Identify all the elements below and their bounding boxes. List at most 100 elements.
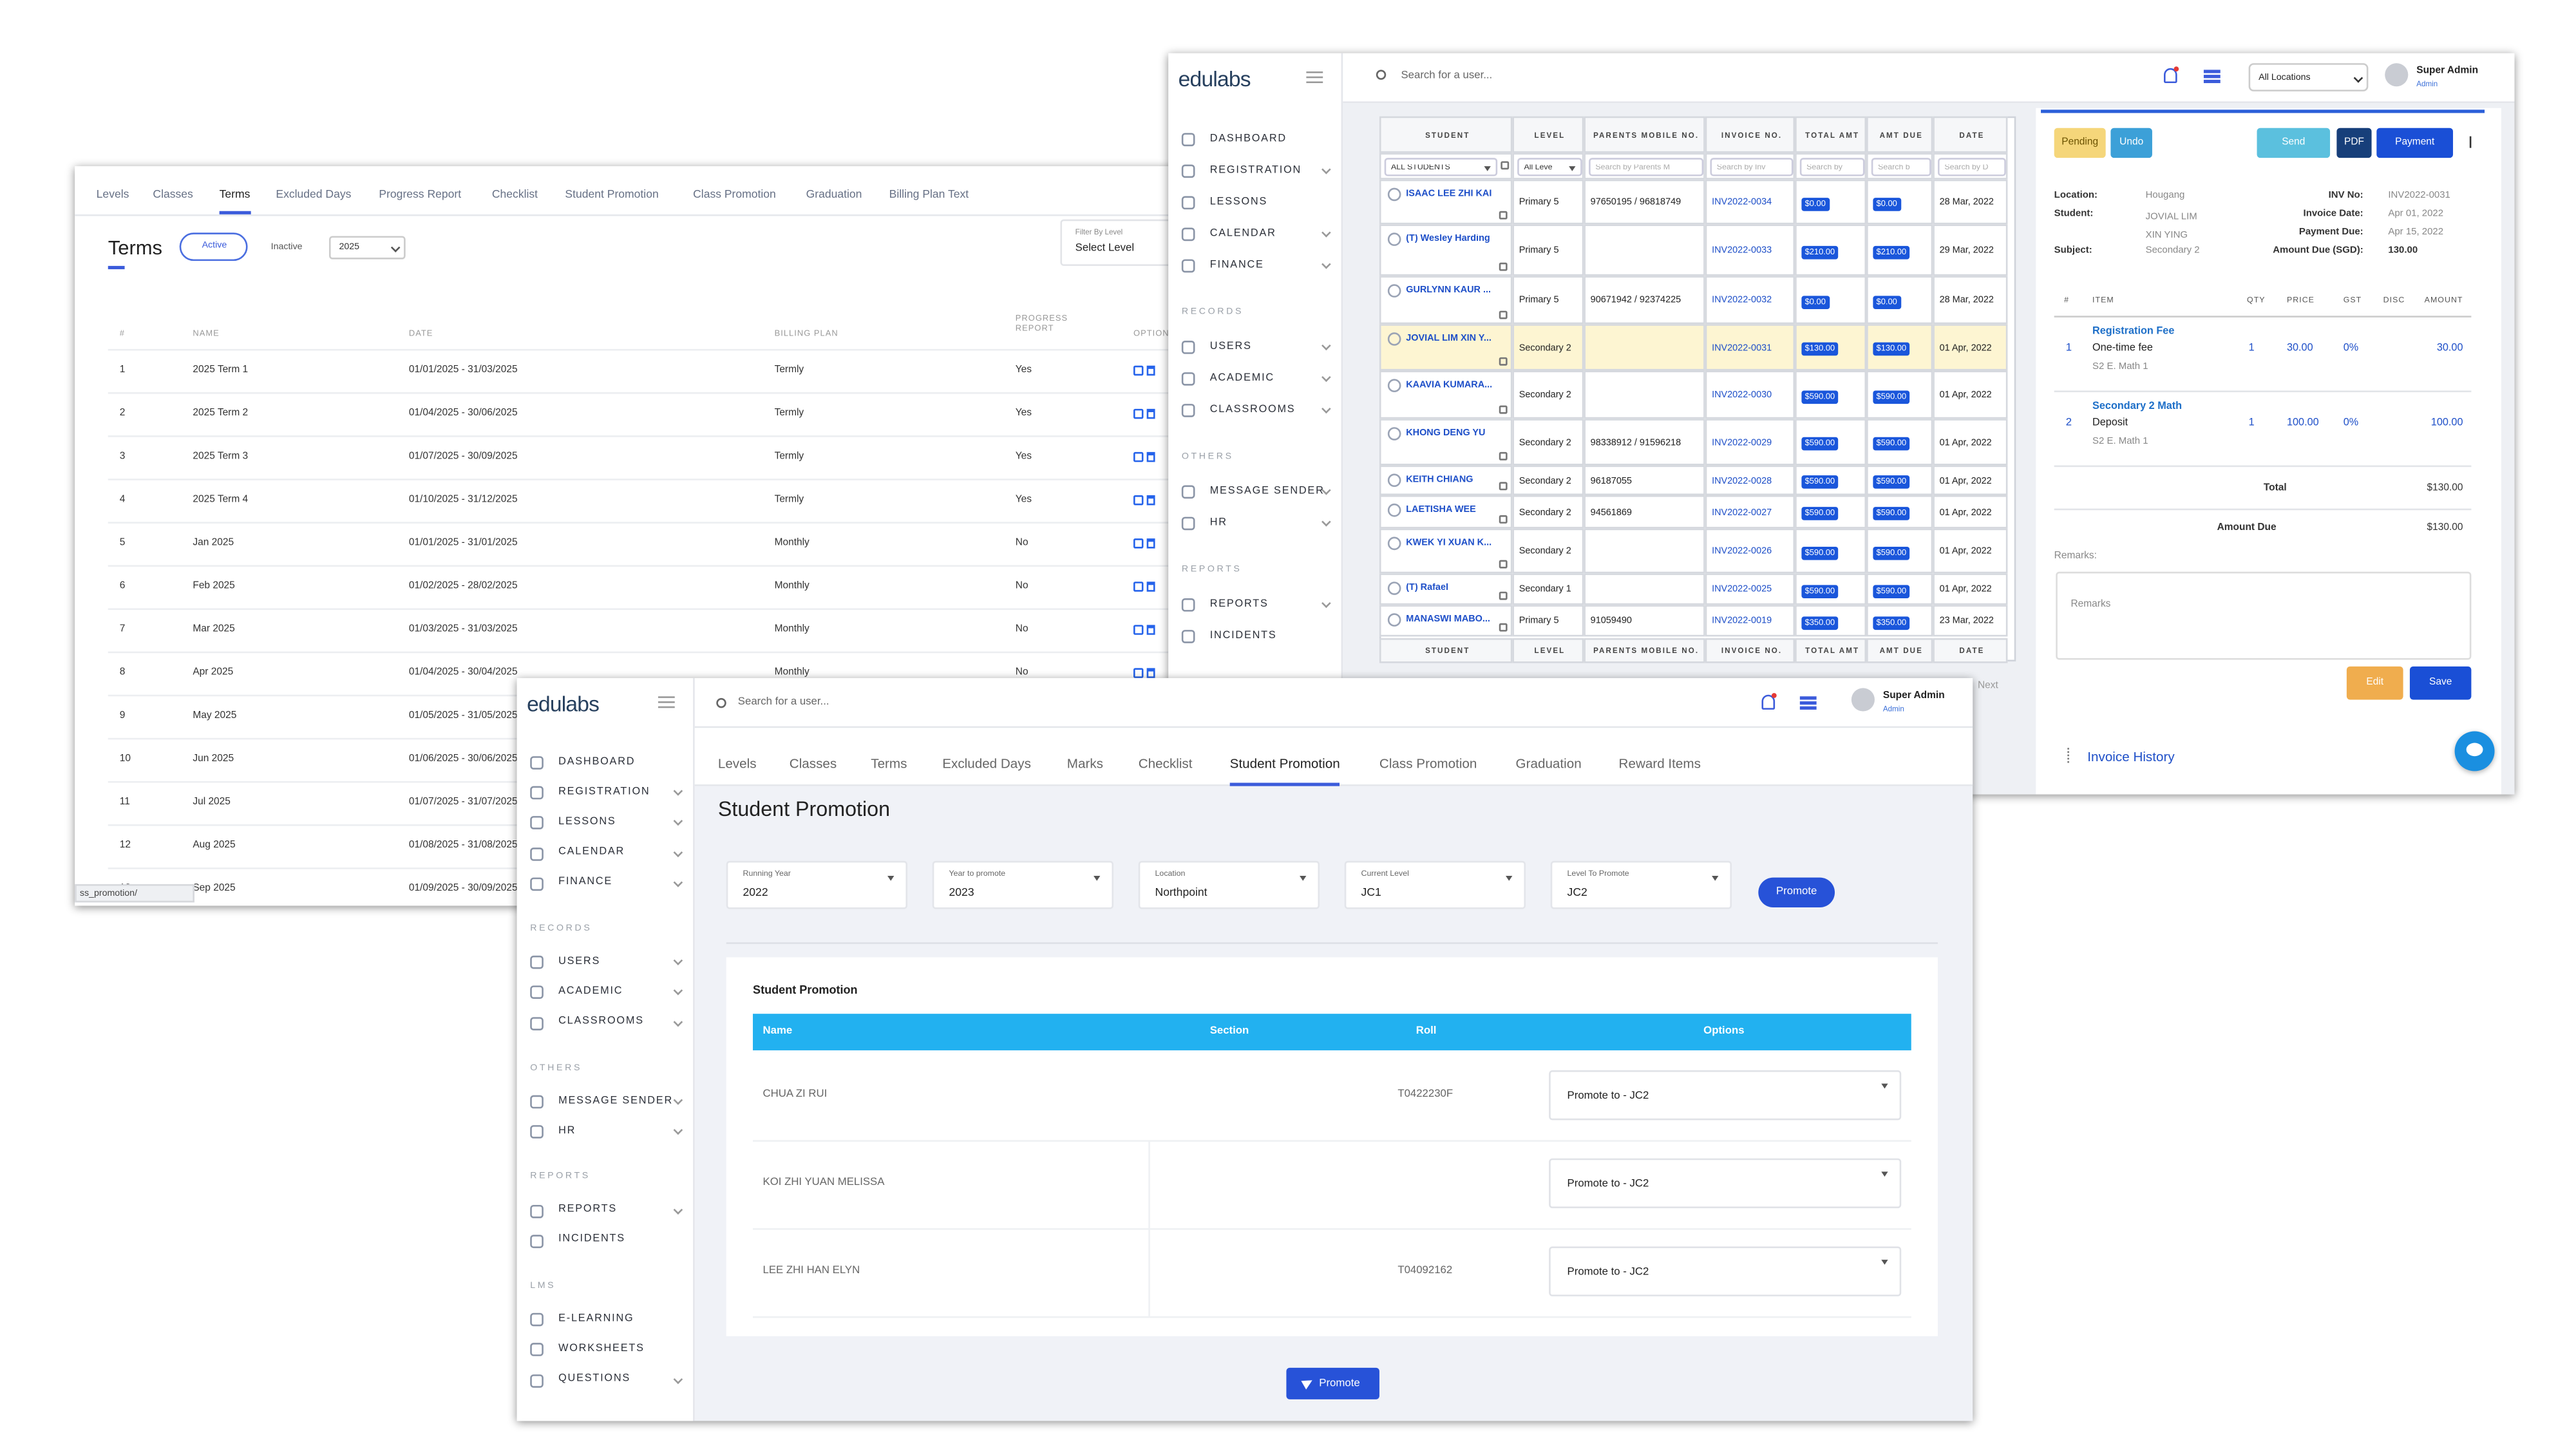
- student-name[interactable]: KHONG DENG YU: [1406, 428, 1486, 439]
- tab[interactable]: Terms: [871, 755, 907, 771]
- invoice-link[interactable]: INV2022-0027: [1712, 508, 1772, 518]
- status-button[interactable]: Active: [179, 232, 248, 261]
- tab[interactable]: Classes: [153, 189, 193, 202]
- student-name[interactable]: ISAAC LEE ZHI KAI: [1406, 189, 1492, 200]
- filter-input[interactable]: Search by: [1799, 158, 1865, 176]
- promote-select[interactable]: Promote to - JC2: [1549, 1070, 1902, 1121]
- tab[interactable]: Reward Items: [1618, 755, 1701, 771]
- student-name[interactable]: JOVIAL LIM XIN Y...: [1406, 334, 1492, 344]
- menu-item[interactable]: FINANCE: [558, 876, 613, 888]
- tab[interactable]: Student Promotion: [565, 189, 659, 202]
- edit-icon[interactable]: [1133, 408, 1144, 419]
- tab[interactable]: Class Promotion: [693, 189, 776, 202]
- delete-icon[interactable]: [1146, 451, 1155, 462]
- promote-select[interactable]: Promote to - JC2: [1549, 1158, 1902, 1209]
- menu-item[interactable]: CALENDAR: [1209, 227, 1276, 239]
- tab[interactable]: Terms: [219, 189, 251, 202]
- checkbox[interactable]: [1499, 560, 1508, 569]
- checkbox[interactable]: [1499, 591, 1508, 600]
- checkbox[interactable]: [1499, 515, 1508, 524]
- tab[interactable]: Excluded Days: [942, 755, 1031, 771]
- filter-select[interactable]: Current Level JC1: [1344, 860, 1526, 909]
- edit-icon[interactable]: [1133, 625, 1144, 635]
- filter-select[interactable]: Running Year 2022: [726, 860, 908, 909]
- filter-input[interactable]: Search by Parents M: [1589, 158, 1704, 176]
- level-filter[interactable]: Filter By Level Select Level: [1060, 219, 1205, 266]
- checkbox[interactable]: [1499, 405, 1508, 414]
- tab[interactable]: Student Promotion: [1229, 755, 1340, 771]
- promote-select[interactable]: Promote to - JC2: [1549, 1246, 1902, 1296]
- menu-item[interactable]: MESSAGE SENDER: [558, 1094, 673, 1106]
- checkbox[interactable]: [1499, 482, 1508, 491]
- tab[interactable]: Excluded Days: [276, 189, 352, 202]
- tab[interactable]: Levels: [96, 189, 129, 202]
- edit-icon[interactable]: [1133, 365, 1144, 376]
- menu-item[interactable]: CLASSROOMS: [1209, 402, 1296, 415]
- menu-item[interactable]: CALENDAR: [558, 846, 625, 858]
- invoice-link[interactable]: INV2022-0034: [1712, 198, 1772, 209]
- menu-item[interactable]: INCIDENTS: [558, 1233, 625, 1245]
- student-name[interactable]: (T) Wesley Harding: [1406, 234, 1490, 245]
- checkbox[interactable]: [1499, 211, 1508, 220]
- checkbox[interactable]: [1499, 262, 1508, 271]
- student-name[interactable]: KEITH CHIANG: [1406, 475, 1473, 486]
- student-name[interactable]: KAAVIA KUMARA...: [1406, 380, 1493, 391]
- menu-item[interactable]: QUESTIONS: [558, 1372, 631, 1385]
- edit-icon[interactable]: [1133, 495, 1144, 506]
- delete-icon[interactable]: [1146, 668, 1155, 678]
- filter-input[interactable]: All Leve: [1517, 158, 1582, 176]
- filter-input[interactable]: Search by D: [1938, 158, 2006, 176]
- submit-button[interactable]: Promote: [1286, 1367, 1379, 1399]
- notification-icon[interactable]: [2164, 68, 2177, 84]
- invoice-history[interactable]: Invoice History: [2087, 748, 2175, 764]
- menu-item[interactable]: INCIDENTS: [1209, 629, 1277, 641]
- action-button[interactable]: Send: [2257, 128, 2331, 158]
- delete-icon[interactable]: [1146, 538, 1155, 549]
- student-name[interactable]: LAETISHA WEE: [1406, 505, 1476, 515]
- tab[interactable]: Progress Report: [379, 189, 462, 202]
- menu-item[interactable]: DASHBOARD: [558, 755, 636, 768]
- invoice-link[interactable]: INV2022-0019: [1712, 617, 1772, 627]
- delete-icon[interactable]: [1146, 408, 1155, 419]
- edit-icon[interactable]: [1133, 582, 1144, 592]
- menu-item[interactable]: CLASSROOMS: [558, 1016, 644, 1028]
- invoice-link[interactable]: INV2022-0030: [1712, 391, 1772, 401]
- tab[interactable]: Marks: [1066, 755, 1103, 771]
- menu-item[interactable]: REGISTRATION: [558, 785, 650, 798]
- student-name[interactable]: (T) Rafael: [1406, 583, 1449, 594]
- menu-item[interactable]: USERS: [1209, 339, 1252, 352]
- action-button[interactable]: Undo: [2110, 128, 2152, 158]
- save-button[interactable]: Save: [2409, 666, 2472, 700]
- menu-item[interactable]: WORKSHEETS: [558, 1342, 645, 1355]
- invoice-link[interactable]: INV2022-0028: [1712, 477, 1772, 487]
- tab[interactable]: Graduation: [1515, 755, 1582, 771]
- tab[interactable]: Checklist: [491, 189, 538, 202]
- status-badge[interactable]: Pending: [2054, 128, 2106, 158]
- filter-input[interactable]: ALL STUDENTS: [1384, 158, 1498, 176]
- invoice-link[interactable]: INV2022-0026: [1712, 547, 1772, 558]
- menu-item[interactable]: REPORTS: [1209, 597, 1269, 609]
- checkbox[interactable]: [1499, 310, 1508, 319]
- edit-icon[interactable]: [1133, 451, 1144, 462]
- menu-item[interactable]: DASHBOARD: [1209, 132, 1287, 144]
- menu-item[interactable]: REGISTRATION: [1209, 164, 1302, 176]
- edit-icon[interactable]: [1133, 668, 1144, 678]
- filter-input[interactable]: Search b: [1871, 158, 1931, 176]
- menu-item[interactable]: LESSONS: [1209, 195, 1268, 207]
- menu-item[interactable]: ACADEMIC: [1209, 371, 1274, 383]
- invoice-link[interactable]: INV2022-0033: [1712, 246, 1772, 257]
- student-name[interactable]: KWEK YI XUAN K...: [1406, 538, 1492, 549]
- checkbox[interactable]: [1499, 451, 1508, 460]
- filter-select[interactable]: Year to promote 2023: [932, 860, 1114, 909]
- action-button[interactable]: PDF: [2336, 128, 2372, 158]
- checkbox[interactable]: [1499, 623, 1508, 632]
- notification-icon[interactable]: [1761, 694, 1776, 710]
- menu-item[interactable]: ACADEMIC: [558, 985, 623, 998]
- menu-item[interactable]: MESSAGE SENDER: [1209, 484, 1325, 497]
- tab[interactable]: Class Promotion: [1379, 755, 1477, 771]
- checkbox[interactable]: [1501, 161, 1510, 170]
- promote-button[interactable]: Promote: [1758, 877, 1835, 908]
- menu-item[interactable]: FINANCE: [1209, 258, 1264, 270]
- checkbox[interactable]: [1499, 357, 1508, 366]
- menu-item[interactable]: HR: [1209, 516, 1227, 528]
